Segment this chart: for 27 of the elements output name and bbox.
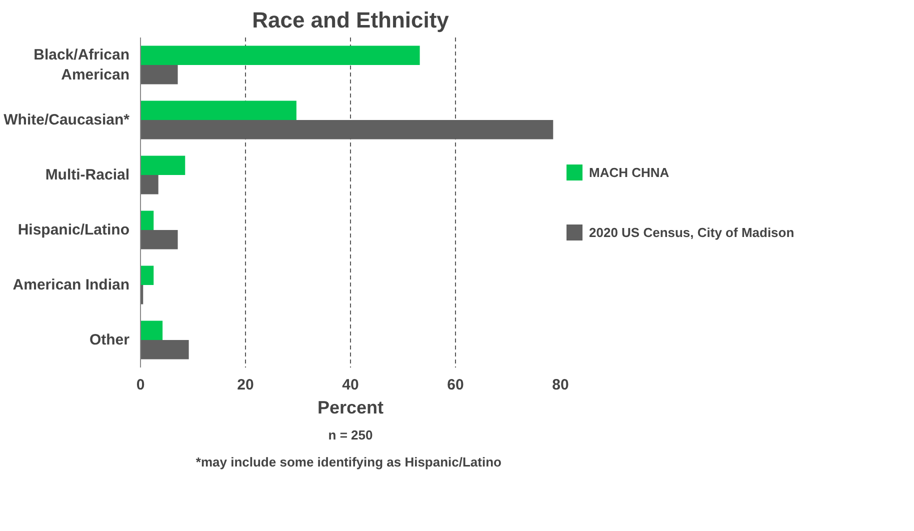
bar <box>140 46 420 65</box>
y-tick-label: American Indian <box>12 276 130 294</box>
text: *may include some identifying as Hispanic/Latino <box>196 454 502 470</box>
bar <box>140 156 186 175</box>
text: n = 250 <box>328 428 373 442</box>
bar <box>140 175 158 194</box>
bar <box>140 266 154 285</box>
y-tick-label: Black/African American <box>34 46 130 84</box>
x-tick-label: 80 <box>552 376 569 394</box>
x-axis-title: Percent <box>317 398 384 418</box>
y-tick-label: Hispanic/Latino <box>18 222 130 238</box>
x-tick-label: 0 <box>136 376 145 394</box>
y-tick-label: Other <box>89 332 130 348</box>
bar <box>140 100 296 120</box>
bar <box>140 340 189 360</box>
y-tick-label: White/Caucasian* <box>4 112 130 128</box>
x-tick-label: 60 <box>447 376 464 394</box>
x-tick-label: 20 <box>237 376 254 394</box>
bar <box>140 210 154 230</box>
chart-title: Race and Ethnicity <box>252 8 450 32</box>
bar <box>140 320 163 340</box>
bar <box>140 230 178 250</box>
legend-label: MACH CHNA <box>589 164 670 180</box>
bar <box>140 65 178 84</box>
y-tick-label: Multi-Racial <box>45 166 130 184</box>
x-tick-label: 40 <box>342 376 359 394</box>
legend-label: 2020 US Census, City of Madison <box>589 224 794 240</box>
